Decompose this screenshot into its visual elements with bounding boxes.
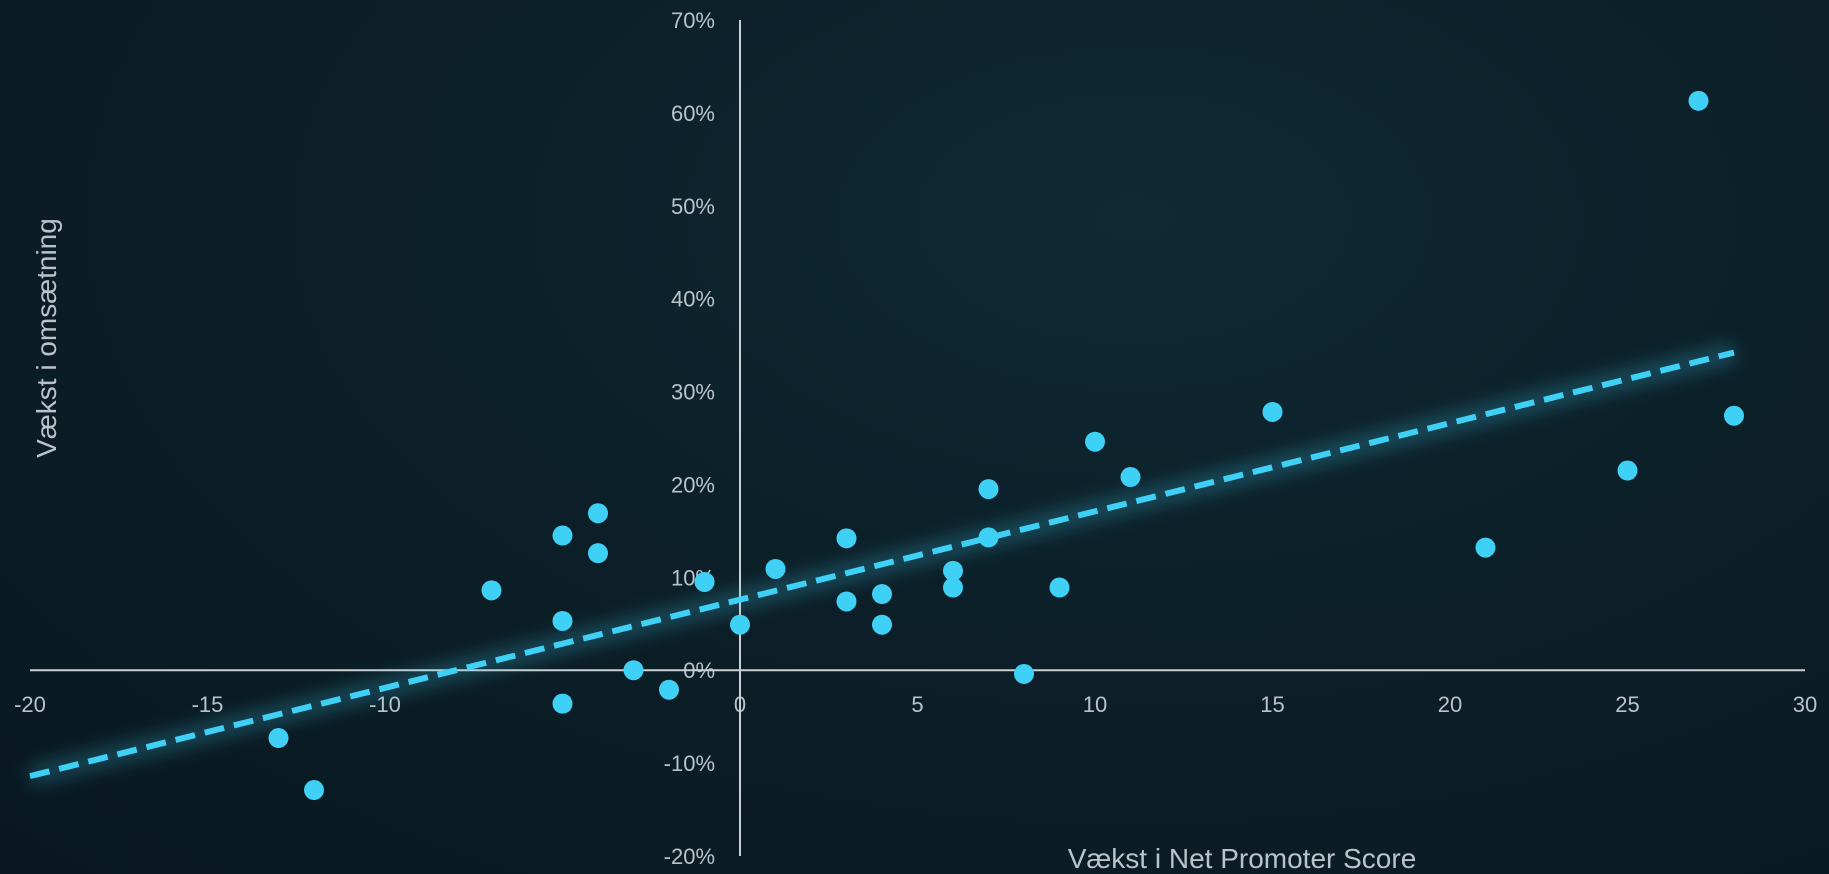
- data-point: [588, 503, 608, 524]
- data-point: [765, 558, 786, 579]
- x-tick-label: -20: [14, 692, 46, 717]
- data-point: [1724, 405, 1744, 426]
- y-tick-label: 60%: [671, 101, 715, 126]
- data-point: [836, 591, 857, 612]
- data-point: [872, 584, 892, 605]
- x-tick-label: 20: [1438, 692, 1462, 717]
- y-tick-label: -20%: [664, 844, 715, 869]
- data-point: [978, 527, 999, 548]
- data-point: [1049, 577, 1070, 598]
- x-axis-tick-labels: -20-15-10-5051015202530: [14, 692, 1817, 717]
- data-point: [659, 679, 679, 700]
- data-point: [943, 560, 963, 581]
- data-point: [836, 528, 857, 549]
- y-tick-label: -10%: [664, 751, 715, 776]
- data-points: [268, 90, 1744, 801]
- trendline-group: [27, 341, 1737, 787]
- data-point: [943, 577, 963, 598]
- x-axis-title: Vækst i Net Promoter Score: [1068, 843, 1417, 874]
- data-point: [1475, 537, 1496, 558]
- y-tick-label: 50%: [671, 194, 715, 219]
- y-tick-label: 70%: [671, 8, 715, 33]
- x-tick-label: 30: [1793, 692, 1817, 717]
- data-point: [552, 693, 573, 714]
- y-axis-tick-labels: -20%-10%0%10%20%30%40%50%60%70%: [664, 8, 715, 869]
- x-tick-label: 10: [1083, 692, 1107, 717]
- data-point: [978, 479, 999, 500]
- data-point: [552, 610, 573, 631]
- y-tick-label: 40%: [671, 287, 715, 312]
- y-axis-title: Vækst i omsætning: [31, 218, 62, 458]
- data-point: [694, 571, 715, 592]
- data-point: [268, 728, 289, 749]
- trendline: [29, 349, 1735, 780]
- data-point: [1688, 90, 1709, 111]
- x-tick-label: 15: [1260, 692, 1284, 717]
- data-point: [872, 614, 892, 635]
- data-point: [1085, 431, 1105, 452]
- data-point: [1014, 663, 1034, 684]
- y-tick-label: 20%: [671, 472, 715, 497]
- data-point: [588, 543, 608, 564]
- y-tick-label: 30%: [671, 380, 715, 405]
- x-tick-label: 5: [911, 692, 923, 717]
- data-point: [481, 580, 502, 601]
- data-point: [1617, 460, 1638, 481]
- data-point: [623, 660, 644, 681]
- x-tick-label: -15: [192, 692, 224, 717]
- data-point: [730, 614, 750, 635]
- data-point: [1120, 467, 1141, 488]
- data-point: [304, 780, 324, 801]
- data-point: [552, 525, 573, 546]
- data-point: [1262, 401, 1283, 422]
- x-tick-label: 25: [1615, 692, 1639, 717]
